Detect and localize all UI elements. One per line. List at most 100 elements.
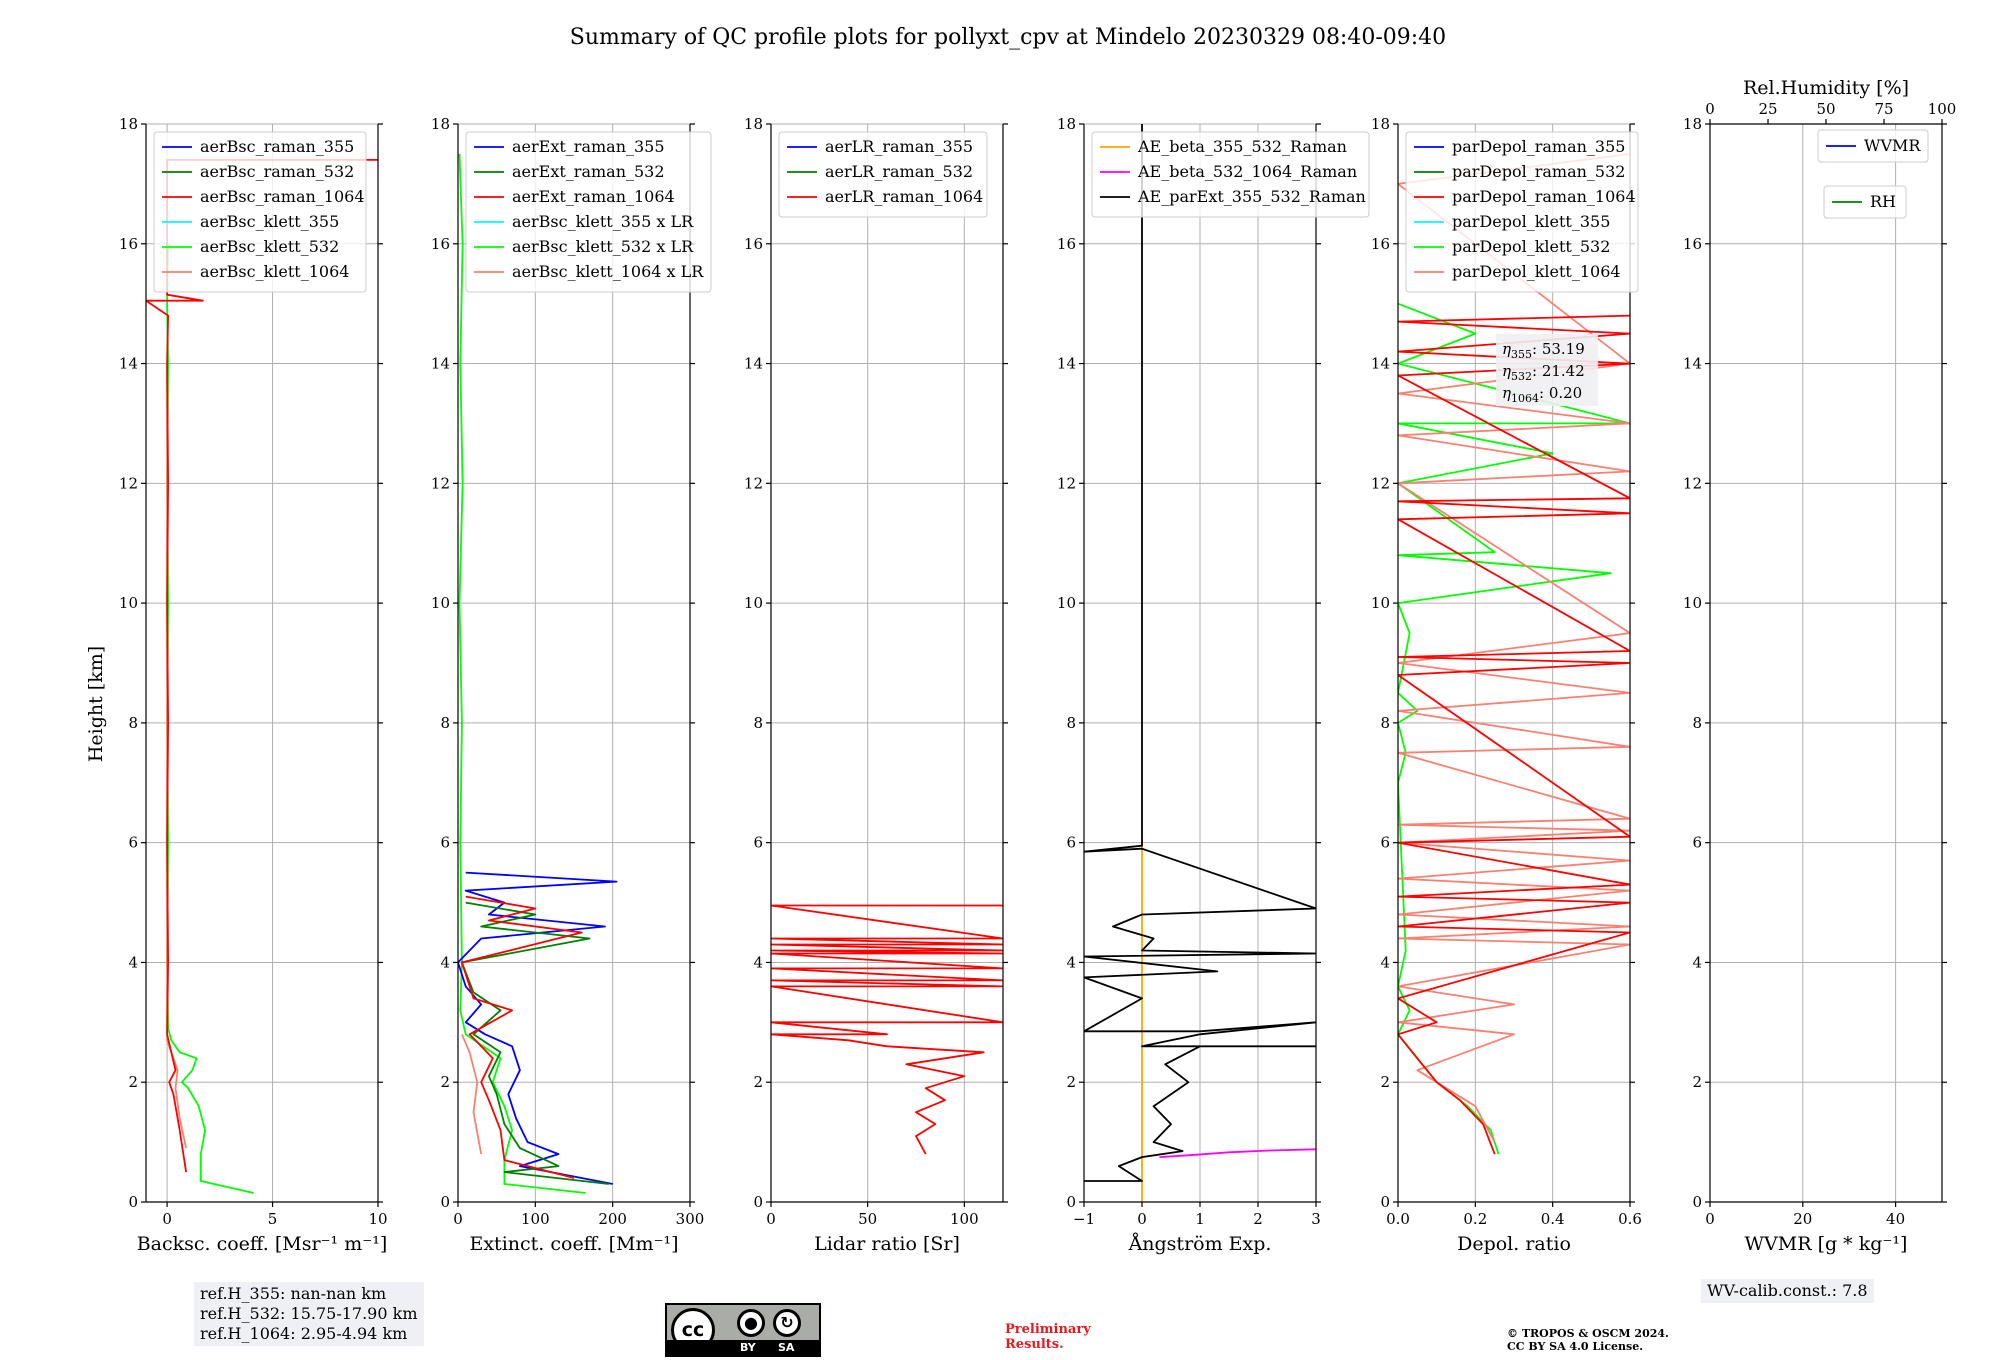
license-sa-label: SA <box>778 1341 795 1354</box>
eta-subscript: 355 <box>1511 348 1532 361</box>
y-tick-label: 4 <box>1066 953 1076 971</box>
y-tick-label: 18 <box>744 115 763 133</box>
y-tick-label: 12 <box>431 474 450 492</box>
gridlines <box>1083 123 1317 1203</box>
y-tick-label: 2 <box>1066 1073 1076 1091</box>
legend-label: AE_beta_355_532_Raman <box>1137 137 1347 156</box>
legend-label: aerBsc_raman_532 <box>200 162 354 181</box>
ref-height-1064: ref.H_1064: 2.95-4.94 km <box>200 1324 408 1343</box>
y-tick-label: 14 <box>1057 355 1076 373</box>
x-tick-label: 1 <box>1195 1210 1205 1228</box>
series-group <box>458 153 618 1194</box>
y-tick-label: 10 <box>744 594 763 612</box>
legend-box <box>1823 185 1907 219</box>
legend-label: aerBsc_raman_355 <box>200 137 354 156</box>
y-tick-label: 4 <box>440 953 450 971</box>
x-tick-label: 0.6 <box>1618 1210 1642 1228</box>
y-tick-label: 4 <box>1380 953 1390 971</box>
legend-label: aerBsc_raman_1064 <box>200 187 365 206</box>
legend-label: RH <box>1870 192 1896 211</box>
x-tick-label: 0.2 <box>1463 1210 1487 1228</box>
y-tick-label: 0 <box>1692 1193 1702 1211</box>
preliminary-line-2: Results. <box>1005 1337 1064 1352</box>
y-tick-label: 12 <box>119 474 138 492</box>
legend-label: parDepol_raman_1064 <box>1452 187 1636 206</box>
y-tick-label: 14 <box>119 355 138 373</box>
y-tick-label: 18 <box>119 115 138 133</box>
series-group <box>1084 124 1316 1202</box>
y-tick-label: 16 <box>431 235 450 253</box>
legend-box <box>1817 129 1929 163</box>
legend: WVMR RH <box>1817 129 1929 219</box>
x-tick-label: 100 <box>521 1210 550 1228</box>
legend: aerLR_raman_355 aerLR_raman_532 aerLR_rama… <box>778 131 988 218</box>
x-tick-label: 0.0 <box>1386 1210 1410 1228</box>
y-tick-label: 4 <box>1692 953 1702 971</box>
legend-label: aerBsc_klett_1064 x LR <box>512 262 704 281</box>
wv-calibration-text: WV-calib.const.: 7.8 <box>1707 1281 1868 1300</box>
y-tick-label: 12 <box>1371 474 1390 492</box>
share-alike-icon: ↻ <box>773 1309 801 1337</box>
y-tick-label: 14 <box>1683 355 1702 373</box>
x-tick-label: 0 <box>766 1210 776 1228</box>
legend-label: aerLR_raman_532 <box>825 162 973 181</box>
series-line-aerBsc_klett_532 <box>166 243 254 1194</box>
x-tick-label: 5 <box>268 1210 278 1228</box>
series-line-aerExt_raman_532 <box>460 901 609 1185</box>
legend: parDepol_raman_355 parDepol_raman_532 parD… <box>1405 131 1639 293</box>
y-tick-label: 10 <box>1683 594 1702 612</box>
legend-label: aerLR_raman_1064 <box>825 187 983 206</box>
y-axis-label: Height [km] <box>85 646 107 762</box>
y-tick-label: 2 <box>753 1073 763 1091</box>
series-line-AE_parExt_355_532_Raman <box>1084 124 1316 1182</box>
series-line-parDepol_klett_1064 <box>1398 153 1630 1143</box>
gridlines <box>1709 123 1942 1203</box>
y-tick-label: 16 <box>1371 235 1390 253</box>
y-tick-label: 12 <box>1057 474 1076 492</box>
top-x-axis-label: Rel.Humidity [%] <box>1743 77 1909 99</box>
y-tick-label: 18 <box>1683 115 1702 133</box>
series-line-aerLR_raman_1064 <box>771 904 1003 1155</box>
panel-bsc: 0 2 4 6 8 10 12 14 16 18 0 5 10 Backsc. coeff. [Msr⁻¹… <box>119 115 388 1255</box>
legend-box <box>778 131 988 218</box>
series-line-aerExt_raman_1064 <box>460 895 583 1179</box>
x-tick-label: −1 <box>1073 1210 1095 1228</box>
y-tick-label: 16 <box>744 235 763 253</box>
eta-symbol: η <box>1502 362 1511 380</box>
series-line-aerExt_raman_355 <box>458 871 618 1185</box>
y-tick-label: 18 <box>1057 115 1076 133</box>
legend: aerExt_raman_355 aerExt_raman_532 aerExt_r… <box>465 131 712 293</box>
license-label-bar: BY SA <box>667 1340 819 1355</box>
series-line-parDepol_raman_1064 <box>1398 314 1630 1155</box>
series-group <box>771 904 1003 1155</box>
eta-number: : 0.20 <box>1539 384 1582 402</box>
x-tick-label: 0 <box>1137 1210 1147 1228</box>
ref-height-532: ref.H_532: 15.75-17.90 km <box>200 1304 418 1323</box>
panel-depol: 0 2 4 6 8 10 12 14 16 18 0.0 0.2 0.4 0.6 Depol. ratio p… <box>1371 115 1642 1255</box>
series-line-AE_beta_532_1064_Raman <box>1159 1148 1316 1158</box>
legend-label: aerExt_raman_1064 <box>512 187 675 206</box>
y-tick-label: 8 <box>1692 714 1702 732</box>
x-tick-label: 0 <box>453 1210 463 1228</box>
legend-label: AE_beta_532_1064_Raman <box>1137 162 1357 181</box>
x-axis-label: Depol. ratio <box>1457 1233 1571 1255</box>
x-axis-label: Ångström Exp. <box>1128 1233 1272 1255</box>
eta-subscript: 1064 <box>1511 392 1539 405</box>
series-group <box>1398 153 1630 1155</box>
y-tick-label: 14 <box>744 355 763 373</box>
y-tick-label: 8 <box>1380 714 1390 732</box>
y-tick-label: 6 <box>1066 834 1076 852</box>
y-tick-label: 6 <box>1692 834 1702 852</box>
legend-label: parDepol_klett_532 <box>1452 237 1610 256</box>
y-tick-label: 4 <box>128 953 138 971</box>
legend-label: aerExt_raman_532 <box>512 162 665 181</box>
y-tick-label: 18 <box>431 115 450 133</box>
y-tick-label: 0 <box>1380 1193 1390 1211</box>
attribution-person-icon: ● <box>737 1309 765 1337</box>
gridlines <box>770 123 1003 1203</box>
y-tick-label: 12 <box>744 474 763 492</box>
y-tick-label: 8 <box>1066 714 1076 732</box>
series-line-aerBsc_klett_1064 x LR <box>461 1033 483 1155</box>
